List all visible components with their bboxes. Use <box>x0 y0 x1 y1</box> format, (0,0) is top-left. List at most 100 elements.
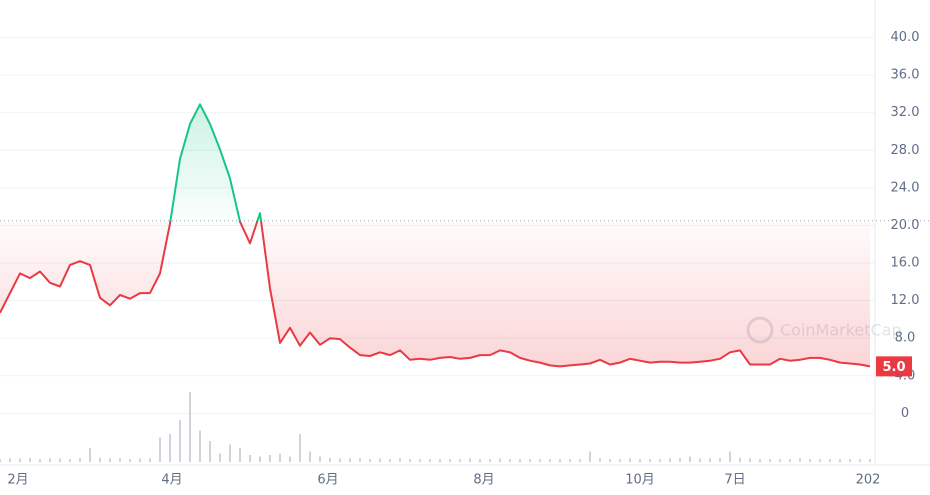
volume-bar <box>869 459 871 462</box>
volume-bar <box>159 437 161 462</box>
volume-bar <box>249 455 251 462</box>
volume-bar <box>859 459 861 462</box>
volume-bar <box>799 458 801 462</box>
volume-bar <box>339 458 341 462</box>
x-tick-label: 202 <box>856 473 881 488</box>
price-line <box>0 103 871 368</box>
volume-bar <box>439 459 441 462</box>
volume-bar <box>169 434 171 462</box>
volume-bar <box>779 459 781 462</box>
volume-bar <box>639 459 641 462</box>
y-tick-label: 16.0 <box>891 256 920 271</box>
volume-bar <box>419 459 421 462</box>
volume-bar <box>189 392 191 462</box>
volume-bar <box>79 457 81 462</box>
y-tick-label: 0 <box>901 406 909 421</box>
current-price-label: 5.0 <box>882 360 905 375</box>
volume-bar <box>789 459 791 462</box>
x-tick-label: 7日 <box>724 473 745 488</box>
x-tick-label: 2月 <box>7 473 28 488</box>
x-tick-label: 4月 <box>161 473 182 488</box>
volume-bar <box>109 458 111 462</box>
volume-bar <box>749 458 751 462</box>
volume-bar <box>149 458 151 462</box>
volume-bar <box>769 459 771 462</box>
volume-bar <box>229 444 231 462</box>
y-tick-label: 40.0 <box>891 30 920 45</box>
volume-bar <box>519 459 521 462</box>
volume-bar <box>579 459 581 462</box>
volume-bar <box>259 456 261 462</box>
price-area <box>0 104 870 367</box>
volume-bar <box>509 459 511 462</box>
volume-bar <box>689 456 691 462</box>
volume-bar <box>619 459 621 462</box>
volume-bar <box>599 458 601 462</box>
volume-bar <box>559 459 561 462</box>
x-tick-label: 8月 <box>473 473 494 488</box>
volume-bar <box>739 457 741 462</box>
y-tick-label: 8.0 <box>895 331 916 346</box>
volume-bar <box>299 434 301 462</box>
volume-bar <box>709 458 711 462</box>
volume-bar <box>69 459 71 462</box>
volume-bar <box>39 459 41 462</box>
volume-bar <box>819 459 821 462</box>
y-tick-label: 32.0 <box>891 105 920 120</box>
volume-bar <box>359 458 361 462</box>
y-tick-label: 12.0 <box>891 293 920 308</box>
y-tick-label: 24.0 <box>891 180 920 195</box>
volume-bar <box>199 430 201 462</box>
volume-bar <box>569 459 571 462</box>
volume-bar <box>849 459 851 462</box>
volume-bar <box>539 459 541 462</box>
volume-bar <box>669 458 671 462</box>
volume-bar <box>369 459 371 462</box>
x-tick-label: 10月 <box>625 473 655 488</box>
volume-bar <box>19 458 21 462</box>
volume-bar <box>829 459 831 462</box>
volume-bar <box>209 441 211 462</box>
volume-bar <box>399 458 401 462</box>
volume-bar <box>59 458 61 462</box>
volume-bar <box>279 453 281 462</box>
volume-bar <box>609 459 611 462</box>
volume-bar <box>239 448 241 462</box>
volume-bar <box>9 458 11 462</box>
volume-bar <box>629 458 631 462</box>
volume-bar <box>139 458 141 462</box>
volume-bar <box>389 459 391 462</box>
volume-bar <box>529 459 531 462</box>
volume-bar <box>429 459 431 462</box>
volume-bar <box>119 458 121 462</box>
volume-bar <box>479 459 481 462</box>
volume-bar <box>839 459 841 462</box>
volume-bar <box>469 458 471 462</box>
volume-bar <box>29 457 31 462</box>
volume-bar <box>499 458 501 462</box>
volume-bar <box>49 458 51 462</box>
volume-bar <box>89 448 91 462</box>
volume-bar <box>699 458 701 462</box>
volume-bar <box>409 459 411 462</box>
volume-bar <box>729 451 731 462</box>
volume-bar <box>549 459 551 462</box>
volume-bar <box>179 420 181 462</box>
y-tick-label: 20.0 <box>891 218 920 233</box>
volume-bar <box>379 458 381 462</box>
volume-bar <box>719 457 721 462</box>
volume-bar <box>659 459 661 462</box>
volume-bar <box>99 457 101 462</box>
y-tick-label: 36.0 <box>891 68 920 83</box>
current-price-tag <box>876 356 912 377</box>
volume-bar <box>329 457 331 462</box>
volume-bar <box>649 459 651 462</box>
volume-bar <box>129 459 131 462</box>
y-tick-label: 28.0 <box>891 143 920 158</box>
volume-bar <box>679 457 681 462</box>
volume-bar <box>219 453 221 462</box>
volume-bar <box>269 455 271 462</box>
volume-bar <box>319 456 321 462</box>
volume-bar <box>759 459 761 462</box>
